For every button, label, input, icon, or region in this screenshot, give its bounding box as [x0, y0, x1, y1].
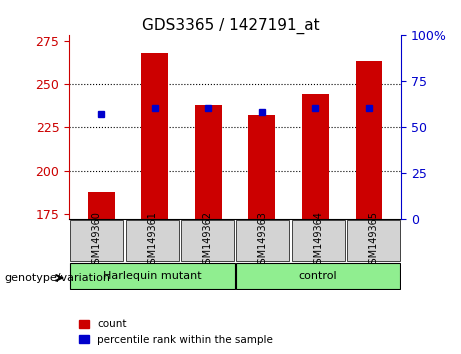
Bar	[248, 115, 275, 219]
Text: GSM149360: GSM149360	[92, 211, 102, 270]
FancyBboxPatch shape	[291, 220, 345, 261]
FancyBboxPatch shape	[347, 220, 400, 261]
Bar	[302, 95, 329, 219]
Legend: count, percentile rank within the sample: count, percentile rank within the sample	[74, 315, 278, 349]
Bar	[142, 53, 168, 219]
Text: Harlequin mutant: Harlequin mutant	[103, 271, 202, 281]
FancyBboxPatch shape	[181, 220, 234, 261]
Text: GSM149364: GSM149364	[313, 211, 323, 270]
Text: GSM149362: GSM149362	[202, 211, 213, 270]
FancyBboxPatch shape	[70, 263, 235, 289]
Bar	[355, 62, 382, 219]
Text: genotype/variation: genotype/variation	[5, 273, 111, 283]
FancyBboxPatch shape	[70, 220, 124, 261]
Text: control: control	[299, 271, 337, 281]
FancyBboxPatch shape	[236, 220, 290, 261]
Text: GSM149365: GSM149365	[368, 211, 378, 270]
Text: GDS3365 / 1427191_at: GDS3365 / 1427191_at	[142, 18, 319, 34]
Bar	[195, 105, 222, 219]
Text: GSM149363: GSM149363	[258, 211, 268, 270]
Text: GSM149361: GSM149361	[147, 211, 157, 270]
Bar	[88, 192, 115, 219]
FancyBboxPatch shape	[236, 263, 400, 289]
FancyBboxPatch shape	[125, 220, 179, 261]
